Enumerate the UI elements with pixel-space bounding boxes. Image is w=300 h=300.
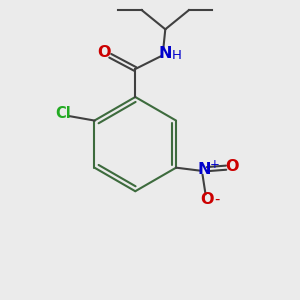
Text: N: N bbox=[197, 162, 211, 177]
Text: H: H bbox=[172, 49, 182, 62]
Text: +: + bbox=[209, 158, 219, 171]
Text: O: O bbox=[225, 159, 239, 174]
Text: -: - bbox=[214, 192, 220, 207]
Text: O: O bbox=[200, 192, 214, 207]
Text: N: N bbox=[159, 46, 172, 61]
Text: Cl: Cl bbox=[55, 106, 71, 121]
Text: O: O bbox=[97, 45, 110, 60]
